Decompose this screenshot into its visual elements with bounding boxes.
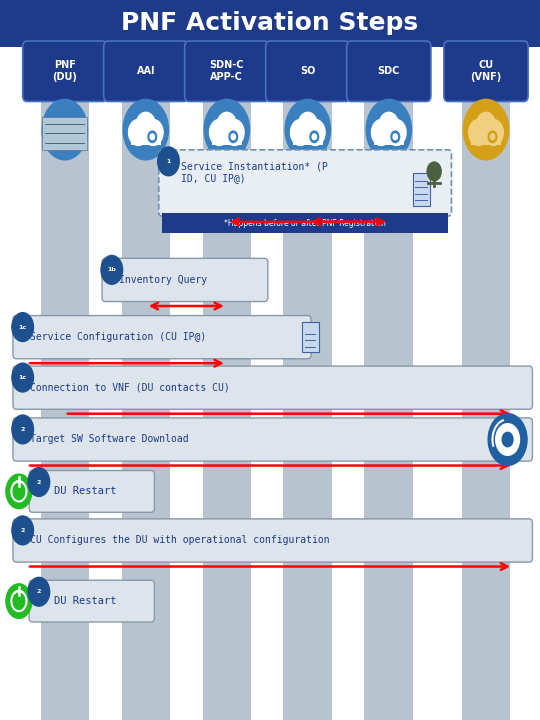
Circle shape <box>231 134 235 140</box>
Text: Service Instantiation* (P
ID, CU IP@): Service Instantiation* (P ID, CU IP@) <box>181 161 328 183</box>
FancyBboxPatch shape <box>102 258 268 302</box>
Circle shape <box>387 120 406 145</box>
Circle shape <box>150 134 154 140</box>
Text: PNF
(DU): PNF (DU) <box>52 60 77 82</box>
FancyBboxPatch shape <box>131 132 161 145</box>
Circle shape <box>488 131 497 143</box>
FancyBboxPatch shape <box>159 150 451 216</box>
Circle shape <box>12 312 33 341</box>
FancyBboxPatch shape <box>29 470 154 512</box>
Text: 2: 2 <box>21 528 25 533</box>
Circle shape <box>136 112 156 138</box>
Circle shape <box>469 120 488 145</box>
FancyBboxPatch shape <box>42 117 87 150</box>
Circle shape <box>393 134 397 140</box>
Circle shape <box>496 423 519 455</box>
Circle shape <box>366 99 411 160</box>
Circle shape <box>101 256 123 284</box>
Circle shape <box>158 147 179 176</box>
Text: 2: 2 <box>37 480 41 485</box>
FancyBboxPatch shape <box>462 47 510 720</box>
FancyBboxPatch shape <box>29 580 154 622</box>
FancyBboxPatch shape <box>162 213 448 233</box>
Circle shape <box>476 112 496 138</box>
Circle shape <box>225 120 244 145</box>
Circle shape <box>144 120 163 145</box>
Text: PNF Activation Steps: PNF Activation Steps <box>122 12 418 35</box>
Text: 2: 2 <box>37 589 41 594</box>
FancyBboxPatch shape <box>185 41 269 102</box>
Circle shape <box>210 120 229 145</box>
Circle shape <box>28 467 50 496</box>
Circle shape <box>42 99 87 160</box>
Circle shape <box>298 112 318 138</box>
FancyBboxPatch shape <box>13 315 311 359</box>
FancyBboxPatch shape <box>364 47 413 720</box>
Circle shape <box>12 415 33 444</box>
FancyBboxPatch shape <box>413 173 430 206</box>
Text: *Happens before or after PNF Registration: *Happens before or after PNF Registratio… <box>224 219 386 228</box>
Text: SDN-C
APP-C: SDN-C APP-C <box>210 60 244 82</box>
FancyBboxPatch shape <box>0 0 540 47</box>
Text: Service Configuration (CU IP@): Service Configuration (CU IP@) <box>30 332 206 342</box>
Circle shape <box>502 432 513 446</box>
Text: Target SW Software Download: Target SW Software Download <box>30 434 188 444</box>
Circle shape <box>488 413 527 465</box>
Circle shape <box>6 474 32 508</box>
FancyBboxPatch shape <box>444 41 528 102</box>
Text: SDC: SDC <box>377 66 400 76</box>
FancyBboxPatch shape <box>266 41 350 102</box>
Circle shape <box>129 120 148 145</box>
FancyBboxPatch shape <box>374 132 404 145</box>
FancyBboxPatch shape <box>104 41 188 102</box>
Circle shape <box>379 112 399 138</box>
Circle shape <box>372 120 391 145</box>
Circle shape <box>285 99 330 160</box>
Circle shape <box>484 120 503 145</box>
FancyBboxPatch shape <box>347 41 431 102</box>
FancyBboxPatch shape <box>13 519 532 562</box>
Circle shape <box>6 584 32 618</box>
Circle shape <box>391 131 400 143</box>
FancyBboxPatch shape <box>23 41 107 102</box>
FancyBboxPatch shape <box>202 47 251 720</box>
Circle shape <box>463 99 509 160</box>
Text: 1c: 1c <box>18 375 27 380</box>
Circle shape <box>310 131 319 143</box>
Circle shape <box>312 134 316 140</box>
Circle shape <box>28 577 50 606</box>
Text: DU Restart: DU Restart <box>54 487 117 496</box>
Text: 1c: 1c <box>18 325 27 330</box>
FancyBboxPatch shape <box>471 132 501 145</box>
FancyBboxPatch shape <box>13 418 532 461</box>
Text: AAI: AAI <box>137 66 155 76</box>
Circle shape <box>12 516 33 545</box>
Circle shape <box>490 134 495 140</box>
Circle shape <box>12 363 33 392</box>
Text: 1b: 1b <box>107 267 116 272</box>
Circle shape <box>148 131 157 143</box>
Text: Inventory Query: Inventory Query <box>119 275 207 285</box>
Circle shape <box>427 162 441 181</box>
Circle shape <box>123 99 168 160</box>
Circle shape <box>204 99 249 160</box>
Text: Connection to VNF (DU contacts CU): Connection to VNF (DU contacts CU) <box>30 382 230 392</box>
FancyBboxPatch shape <box>284 47 332 720</box>
FancyBboxPatch shape <box>13 366 532 409</box>
Circle shape <box>217 112 237 138</box>
FancyBboxPatch shape <box>302 322 319 352</box>
Text: CU
(VNF): CU (VNF) <box>470 60 502 82</box>
Circle shape <box>229 131 238 143</box>
FancyBboxPatch shape <box>122 47 170 720</box>
Text: SO: SO <box>300 66 315 76</box>
Text: 2: 2 <box>21 427 25 432</box>
Circle shape <box>291 120 310 145</box>
Circle shape <box>306 120 325 145</box>
Text: 1: 1 <box>166 159 171 164</box>
FancyBboxPatch shape <box>40 47 89 720</box>
FancyBboxPatch shape <box>293 132 323 145</box>
Text: CU Configures the DU with operational configuration: CU Configures the DU with operational co… <box>30 536 329 546</box>
FancyBboxPatch shape <box>212 132 242 145</box>
Text: DU Restart: DU Restart <box>54 596 117 606</box>
